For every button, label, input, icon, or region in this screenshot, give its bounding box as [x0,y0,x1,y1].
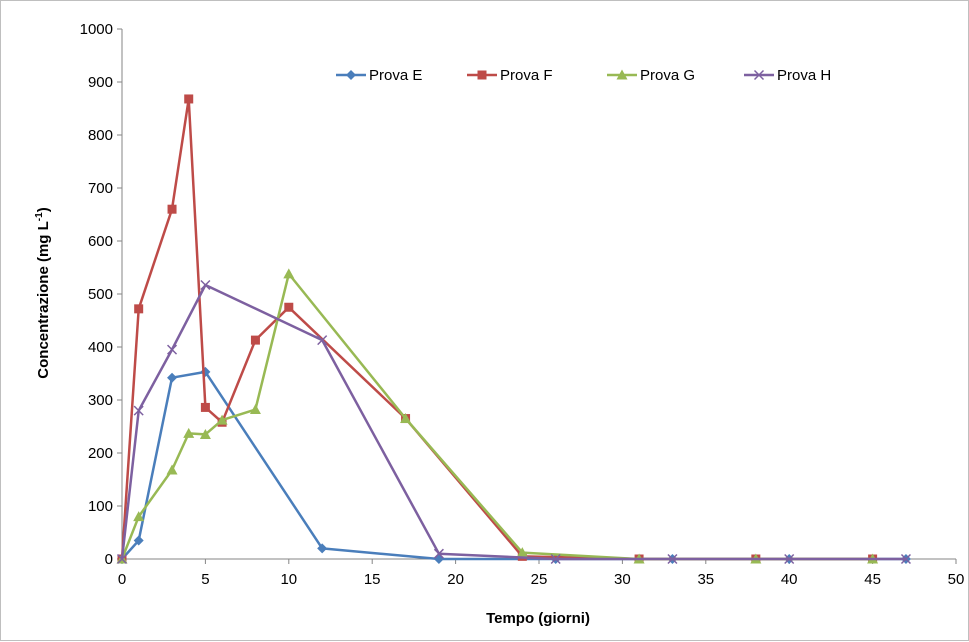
y-tick-label: 600 [88,233,113,250]
x-tick-label: 25 [531,571,548,588]
y-tick-label: 900 [88,74,113,91]
data-point-x [433,548,444,559]
x-tick-label: 0 [118,571,126,588]
data-point-x [200,279,211,291]
y-tick-label: 100 [88,498,113,515]
x-tick-label: 40 [781,571,798,588]
x-axis-title: Tempo (giorni) [486,610,590,627]
legend-entry: Prova H [744,67,831,84]
x-tick-label: 15 [364,571,381,588]
series-line [121,370,906,561]
data-point-square [200,402,210,412]
series-line [120,97,873,561]
y-tick-label: 400 [88,339,113,356]
data-point-diamond [167,372,178,383]
x-tick-label: 20 [447,571,464,588]
data-point-x [667,553,678,565]
legend-entry: Prova F [467,67,553,84]
data-point-x [167,344,178,355]
data-point-triangle [166,464,178,475]
data-point-square [477,70,487,80]
data-point-x [550,553,561,565]
data-point-x [133,405,144,416]
y-tick-label: 700 [88,180,113,197]
data-point-x [900,553,911,565]
y-tick-label: 800 [88,127,113,144]
legend-label: Prova F [500,67,553,84]
data-point-x [784,553,795,565]
legend: Prova E Prova F Prova G Prova H [336,67,831,84]
y-axis-title: Concentrazione (mg L-1) [34,207,52,378]
data-point-triangle [616,69,628,80]
series-line [120,283,906,561]
series-prova-h [116,279,911,565]
data-point-diamond [433,554,444,564]
data-point-triangle [249,404,261,415]
y-axis-title-main: Concentrazione (mg L [35,221,52,379]
data-point-square [134,304,144,314]
y-tick-label: 0 [105,551,113,568]
x-tick-label: 35 [697,571,714,588]
data-point-triangle [183,427,195,438]
data-point-triangle [283,268,295,279]
y-tick-label: 200 [88,445,113,462]
data-point-square [167,204,177,214]
legend-label: Prova E [369,67,422,84]
y-axis-title-superscript: -1 [34,212,45,221]
data-point-triangle [516,547,528,558]
x-tick-label: 50 [948,571,965,588]
series-prova-g [116,268,879,564]
data-point-triangle [216,414,228,425]
data-point-triangle [400,413,412,424]
data-point-square [250,335,260,345]
data-point-diamond [346,70,356,80]
data-point-triangle [133,511,145,522]
x-tick-label: 30 [614,571,631,588]
x-tick-label: 45 [864,571,881,588]
legend-label: Prova G [640,67,695,84]
x-tick-label: 5 [201,571,209,588]
series-prova-e [117,366,911,564]
y-axis-ticks: 0 100 200 300 400 500 600 700 800 900 1000 [80,21,122,568]
x-tick-label: 10 [280,571,297,588]
data-point-square [284,302,294,312]
data-point-diamond [133,535,144,546]
x-axis-ticks: 0 5 10 15 20 25 30 35 40 45 50 [118,559,965,588]
data-point-square [184,94,194,104]
data-point-x [317,335,328,346]
y-tick-label: 500 [88,286,113,303]
series-layer [116,94,911,565]
axes [121,29,956,560]
series-line [120,272,873,561]
legend-entry: Prova G [607,67,695,84]
legend-label: Prova H [777,67,831,84]
data-point-triangle [199,428,211,439]
data-point-diamond [317,543,328,554]
data-point-x [753,69,765,81]
legend-entry: Prova E [336,67,422,84]
y-tick-label: 1000 [80,21,113,38]
y-tick-label: 300 [88,392,113,409]
series-prova-f [117,94,878,564]
y-axis-title-close: ) [35,207,52,212]
data-point-x [116,553,128,565]
